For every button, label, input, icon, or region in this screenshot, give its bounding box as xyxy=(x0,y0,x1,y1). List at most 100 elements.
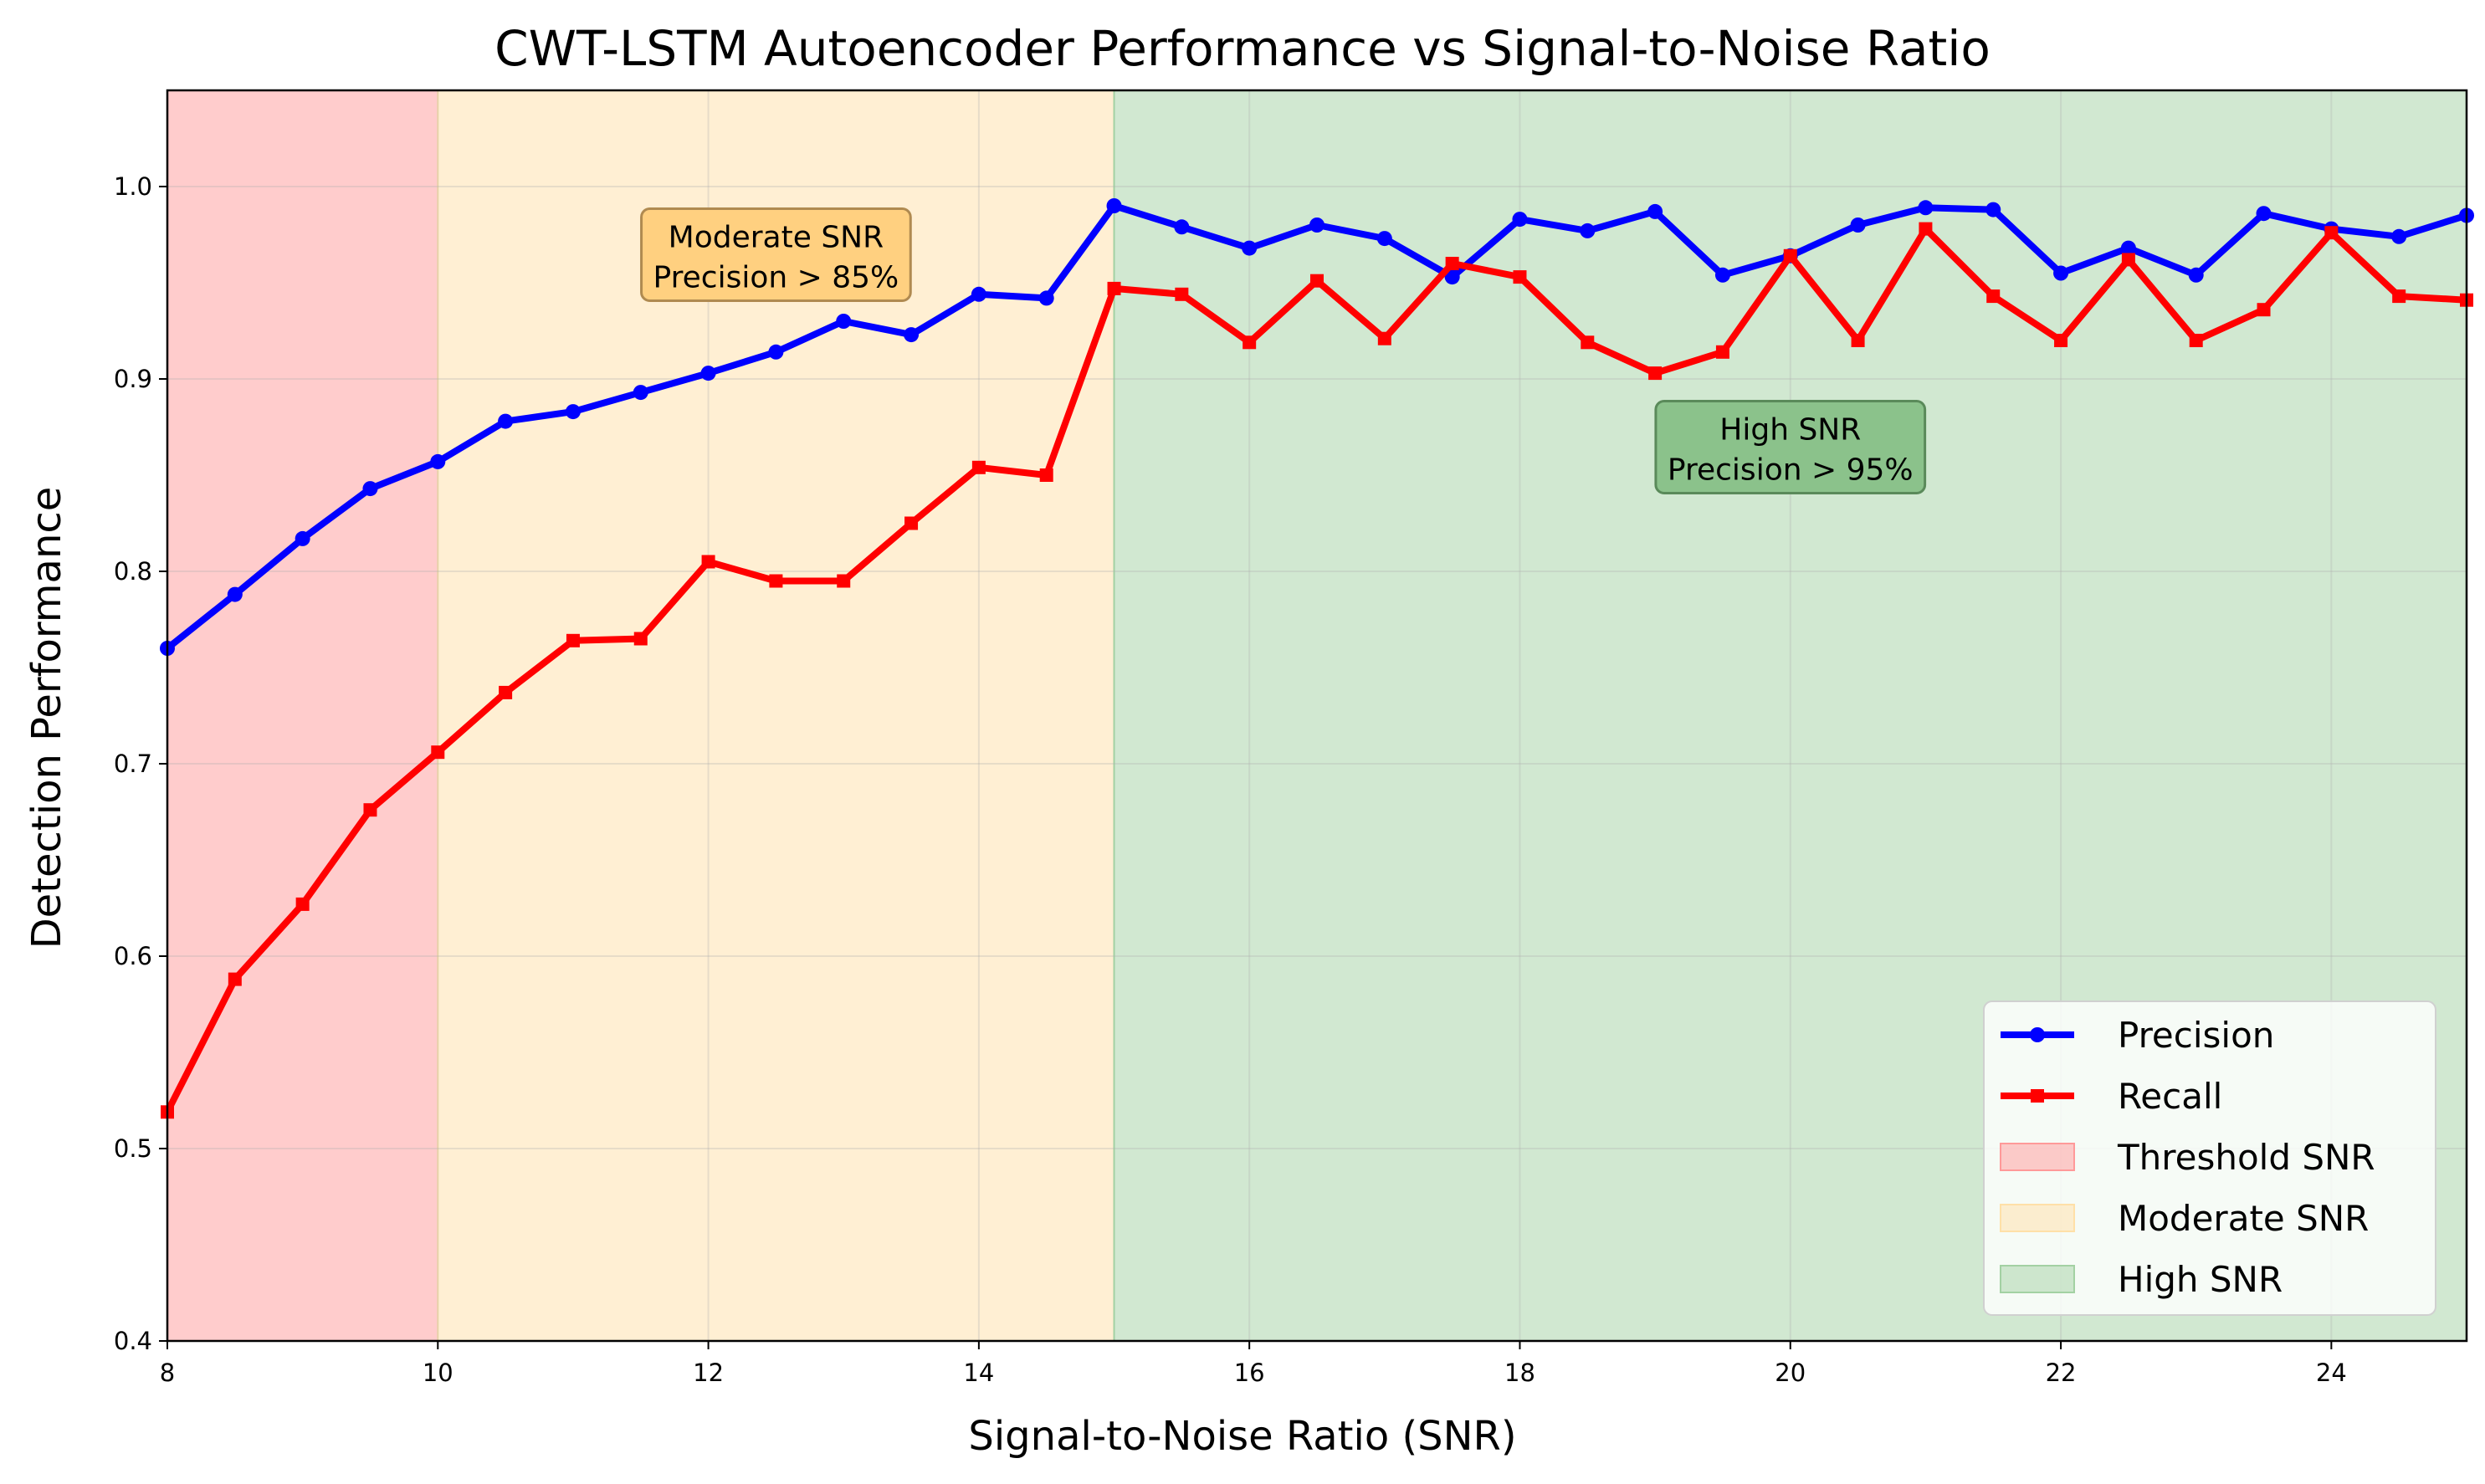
plot-frame xyxy=(166,89,2468,1343)
precision-point xyxy=(2391,228,2407,244)
recall-point xyxy=(2121,253,2135,267)
x-tick-label: 14 xyxy=(963,1359,994,1387)
y-tick-label: 0.7 xyxy=(114,750,152,778)
precision-point xyxy=(2256,206,2272,222)
recall-point xyxy=(2392,289,2406,304)
y-tick-label: 0.4 xyxy=(114,1327,152,1355)
recall-point xyxy=(904,516,919,530)
precision-point xyxy=(1714,267,1730,283)
legend: Precision Recall Threshold SNR Moderate SNR… xyxy=(1983,1000,2436,1316)
legend-label: Precision xyxy=(2118,1015,2274,1056)
precision-point xyxy=(1647,203,1663,219)
recall-point xyxy=(1851,334,1865,347)
recall-point xyxy=(1242,335,1257,350)
x-tick-label: 16 xyxy=(1234,1359,1265,1387)
recall-point xyxy=(295,897,310,911)
precision-point xyxy=(836,314,852,329)
series-precision xyxy=(160,198,2474,656)
legend-label: Recall xyxy=(2118,1076,2222,1117)
legend-label: Threshold SNR xyxy=(2117,1137,2375,1178)
legend-item-moderate-snr: Moderate SNR xyxy=(2000,1198,2369,1239)
precision-point xyxy=(1309,217,1324,233)
recall-point xyxy=(837,574,851,588)
y-axis-label: Detection Performance xyxy=(23,487,70,949)
recall-point xyxy=(2257,303,2271,317)
recall-point xyxy=(499,685,513,699)
data-series xyxy=(160,198,2474,1119)
recall-point xyxy=(769,574,783,588)
recall-point xyxy=(1039,468,1053,482)
legend-box xyxy=(1983,1000,2436,1316)
x-tick-label: 22 xyxy=(2046,1359,2077,1387)
precision-point xyxy=(1242,240,1258,256)
legend-patch-swatch xyxy=(2000,1204,2075,1232)
recall-point xyxy=(701,555,715,569)
y-axis-ticks: 0.4 0.5 0.6 0.7 0.8 0.9 1.0 xyxy=(114,172,167,1355)
precision-point xyxy=(1512,212,1528,228)
recall-point xyxy=(1377,331,1391,345)
recall-point xyxy=(1445,257,1459,270)
precision-point xyxy=(295,530,310,546)
region-0 xyxy=(167,90,438,1341)
y-tick-label: 0.9 xyxy=(114,365,152,393)
legend-item-precision: Precision xyxy=(2001,1015,2274,1056)
y-tick-label: 1.0 xyxy=(114,172,152,201)
precision-point xyxy=(362,481,378,497)
x-axis-label: Signal-to-Noise Ratio (SNR) xyxy=(968,1413,1516,1460)
x-tick-label: 8 xyxy=(160,1359,175,1387)
precision-point xyxy=(1850,217,1866,233)
annotation-line1: High SNR xyxy=(1719,413,1861,448)
precision-point xyxy=(1038,290,1054,306)
annotation-line2: Precision > 95% xyxy=(1668,453,1914,488)
x-tick-label: 24 xyxy=(2316,1359,2347,1387)
recall-point xyxy=(431,745,445,760)
annotation-0: Moderate SNR Precision > 85% xyxy=(640,207,912,302)
precision-point xyxy=(498,413,514,429)
precision-point xyxy=(1174,219,1190,235)
recall-point xyxy=(1919,222,1933,236)
precision-point xyxy=(2053,265,2069,281)
precision-point xyxy=(227,586,243,602)
annotation-line1: Moderate SNR xyxy=(669,221,884,255)
y-tick-label: 0.8 xyxy=(114,557,152,586)
legend-item-threshold-snr: Threshold SNR xyxy=(2000,1137,2375,1178)
annotation-box xyxy=(1654,400,1927,494)
precision-point xyxy=(1985,202,2001,217)
recall-point xyxy=(1648,366,1663,381)
precision-point xyxy=(700,366,716,381)
legend-item-high-snr: High SNR xyxy=(2000,1259,2283,1300)
precision-point xyxy=(971,286,986,302)
recall-point xyxy=(1783,248,1797,263)
recall-point xyxy=(1310,274,1324,288)
legend-item-recall: Recall xyxy=(2001,1076,2222,1117)
recall-point xyxy=(1715,345,1729,359)
annotation-1: High SNR Precision > 95% xyxy=(1654,400,1927,494)
recall-point xyxy=(1513,270,1527,284)
precision-point xyxy=(633,385,648,401)
precision-point xyxy=(1376,231,1392,247)
x-tick-label: 20 xyxy=(1775,1359,1806,1387)
precision-point xyxy=(1106,198,1122,213)
axes-frame xyxy=(166,89,2468,1343)
recall-point xyxy=(566,633,580,647)
recall-point xyxy=(1175,287,1189,301)
annotation-line2: Precision > 85% xyxy=(653,261,899,295)
recall-point xyxy=(633,632,648,646)
precision-point xyxy=(2188,267,2204,283)
annotation-box xyxy=(640,207,912,302)
recall-point xyxy=(228,972,242,986)
legend-patch-swatch xyxy=(2000,1143,2075,1171)
precision-point xyxy=(1444,269,1460,285)
y-tick-label: 0.6 xyxy=(114,942,152,970)
precision-point xyxy=(2120,240,2136,256)
precision-point xyxy=(1580,223,1596,238)
recall-point xyxy=(2054,334,2068,347)
x-tick-label: 18 xyxy=(1504,1359,1535,1387)
recall-point xyxy=(1581,335,1595,350)
x-tick-label: 10 xyxy=(423,1359,453,1387)
precision-point xyxy=(565,404,581,420)
legend-patch-swatch xyxy=(2000,1265,2075,1293)
recall-point xyxy=(1986,289,2001,304)
recall-point xyxy=(971,460,986,474)
